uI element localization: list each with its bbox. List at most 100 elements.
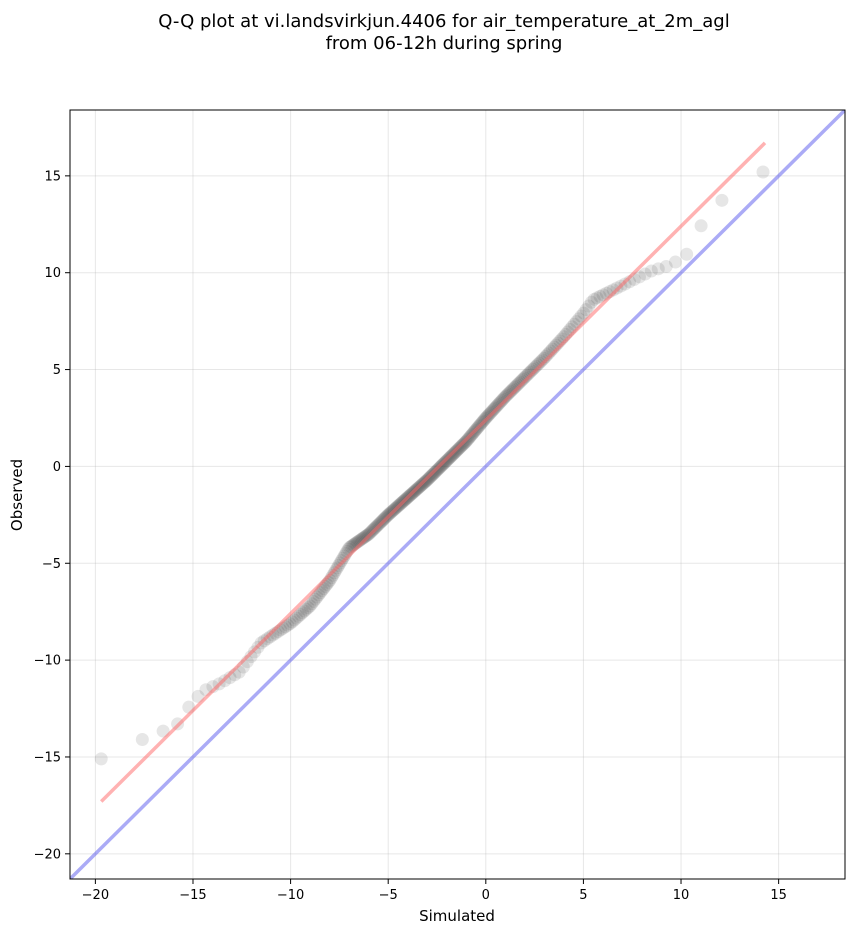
qq-point xyxy=(497,391,511,405)
x-tick-label-1: −15 xyxy=(179,888,206,903)
qq-point xyxy=(606,283,620,297)
qq-point xyxy=(516,372,530,386)
qq-point xyxy=(579,303,593,317)
y-tick-label-6: 10 xyxy=(44,266,61,281)
qq-point xyxy=(359,529,373,543)
qq-point xyxy=(310,590,324,604)
qq-point xyxy=(357,531,371,545)
qq-point xyxy=(307,594,321,608)
y-axis-label: Observed xyxy=(8,459,26,531)
qq-point xyxy=(488,401,502,415)
qq-point xyxy=(489,400,503,414)
qq-point xyxy=(529,359,543,373)
qq-point xyxy=(266,628,280,642)
qq-point xyxy=(294,607,307,621)
qq-point xyxy=(223,671,237,685)
qq-point xyxy=(295,606,309,620)
qq-point xyxy=(668,255,682,269)
qq-point xyxy=(263,630,277,644)
qq-point xyxy=(644,264,658,278)
qq-point xyxy=(590,291,604,305)
qq-point xyxy=(521,367,535,381)
y-tick-label-5: 5 xyxy=(53,363,61,378)
qq-point xyxy=(308,592,322,606)
qq-point xyxy=(485,404,499,418)
qq-point xyxy=(287,613,301,627)
qq-point xyxy=(283,617,297,631)
qq-point xyxy=(491,397,505,411)
qq-point xyxy=(584,295,598,309)
qq-point xyxy=(593,289,607,303)
qq-point xyxy=(509,379,523,393)
qq-point xyxy=(532,356,546,370)
qq-point xyxy=(244,650,258,664)
qq-point xyxy=(305,597,319,611)
qq-point xyxy=(694,219,708,233)
qq-point xyxy=(527,361,541,375)
qq-point xyxy=(496,392,510,406)
qq-point xyxy=(715,193,729,207)
qq-point xyxy=(358,530,372,544)
qq-point xyxy=(524,364,538,378)
qq-point xyxy=(303,599,317,613)
qq-point xyxy=(499,389,513,403)
y-tick-label-1: −15 xyxy=(34,750,61,765)
chart-title-line-2: from 06-12h during spring xyxy=(326,33,563,54)
x-tick-label-7: 15 xyxy=(770,888,787,903)
plot-content xyxy=(70,110,845,879)
x-tick-label-3: −5 xyxy=(379,888,398,903)
qq-point xyxy=(587,292,601,306)
qq-point xyxy=(537,351,551,365)
qq-point xyxy=(505,383,519,397)
qq-point xyxy=(680,247,694,261)
qq-point xyxy=(517,371,531,385)
plot-frame xyxy=(69,109,846,880)
qq-point xyxy=(312,588,326,602)
qq-point xyxy=(577,306,591,320)
y-tick-label-0: −20 xyxy=(34,847,61,862)
y-tick-label-3: −5 xyxy=(42,557,61,572)
qq-point xyxy=(326,568,340,582)
qq-point xyxy=(638,267,652,281)
qq-point xyxy=(520,368,534,382)
qq-point xyxy=(506,382,520,396)
qq-point xyxy=(297,604,311,618)
qq-point xyxy=(500,388,514,402)
chart-title: Q-Q plot at vi.landsvirkjun.4406 for air… xyxy=(158,11,729,54)
x-axis-ticks: −20 −15 −10 −5 0 5 10 15 xyxy=(82,879,787,903)
qq-point xyxy=(530,358,544,372)
qq-point xyxy=(285,615,299,629)
fit-line xyxy=(100,141,767,803)
x-tick-label-5: 5 xyxy=(579,888,587,903)
qq-point xyxy=(756,165,770,179)
qq-point xyxy=(514,374,528,388)
qq-point xyxy=(574,309,588,323)
qq-point xyxy=(486,403,500,417)
x-axis-label: Simulated xyxy=(419,907,495,925)
qq-point xyxy=(492,396,506,410)
qq-point xyxy=(519,370,533,384)
qq-point xyxy=(355,532,369,546)
qq-point xyxy=(94,752,108,766)
qq-point xyxy=(336,551,350,565)
x-tick-label-2: −10 xyxy=(277,888,304,903)
qq-point xyxy=(327,566,341,580)
qq-point xyxy=(494,395,508,409)
qq-point xyxy=(659,259,673,273)
qq-point xyxy=(289,611,303,625)
qq-point xyxy=(135,733,149,746)
qq-point xyxy=(512,377,526,391)
qq-point xyxy=(508,381,522,395)
x-tick-label-0: −20 xyxy=(82,888,109,903)
qq-point xyxy=(526,362,540,376)
grid-lines xyxy=(70,110,845,879)
y-tick-label-7: 15 xyxy=(44,169,61,184)
qq-point xyxy=(502,386,516,400)
qq-point xyxy=(510,378,524,392)
qq-point xyxy=(291,609,305,623)
x-tick-label-4: 0 xyxy=(482,888,490,903)
qq-point xyxy=(495,393,509,407)
x-tick-label-6: 10 xyxy=(673,888,690,903)
